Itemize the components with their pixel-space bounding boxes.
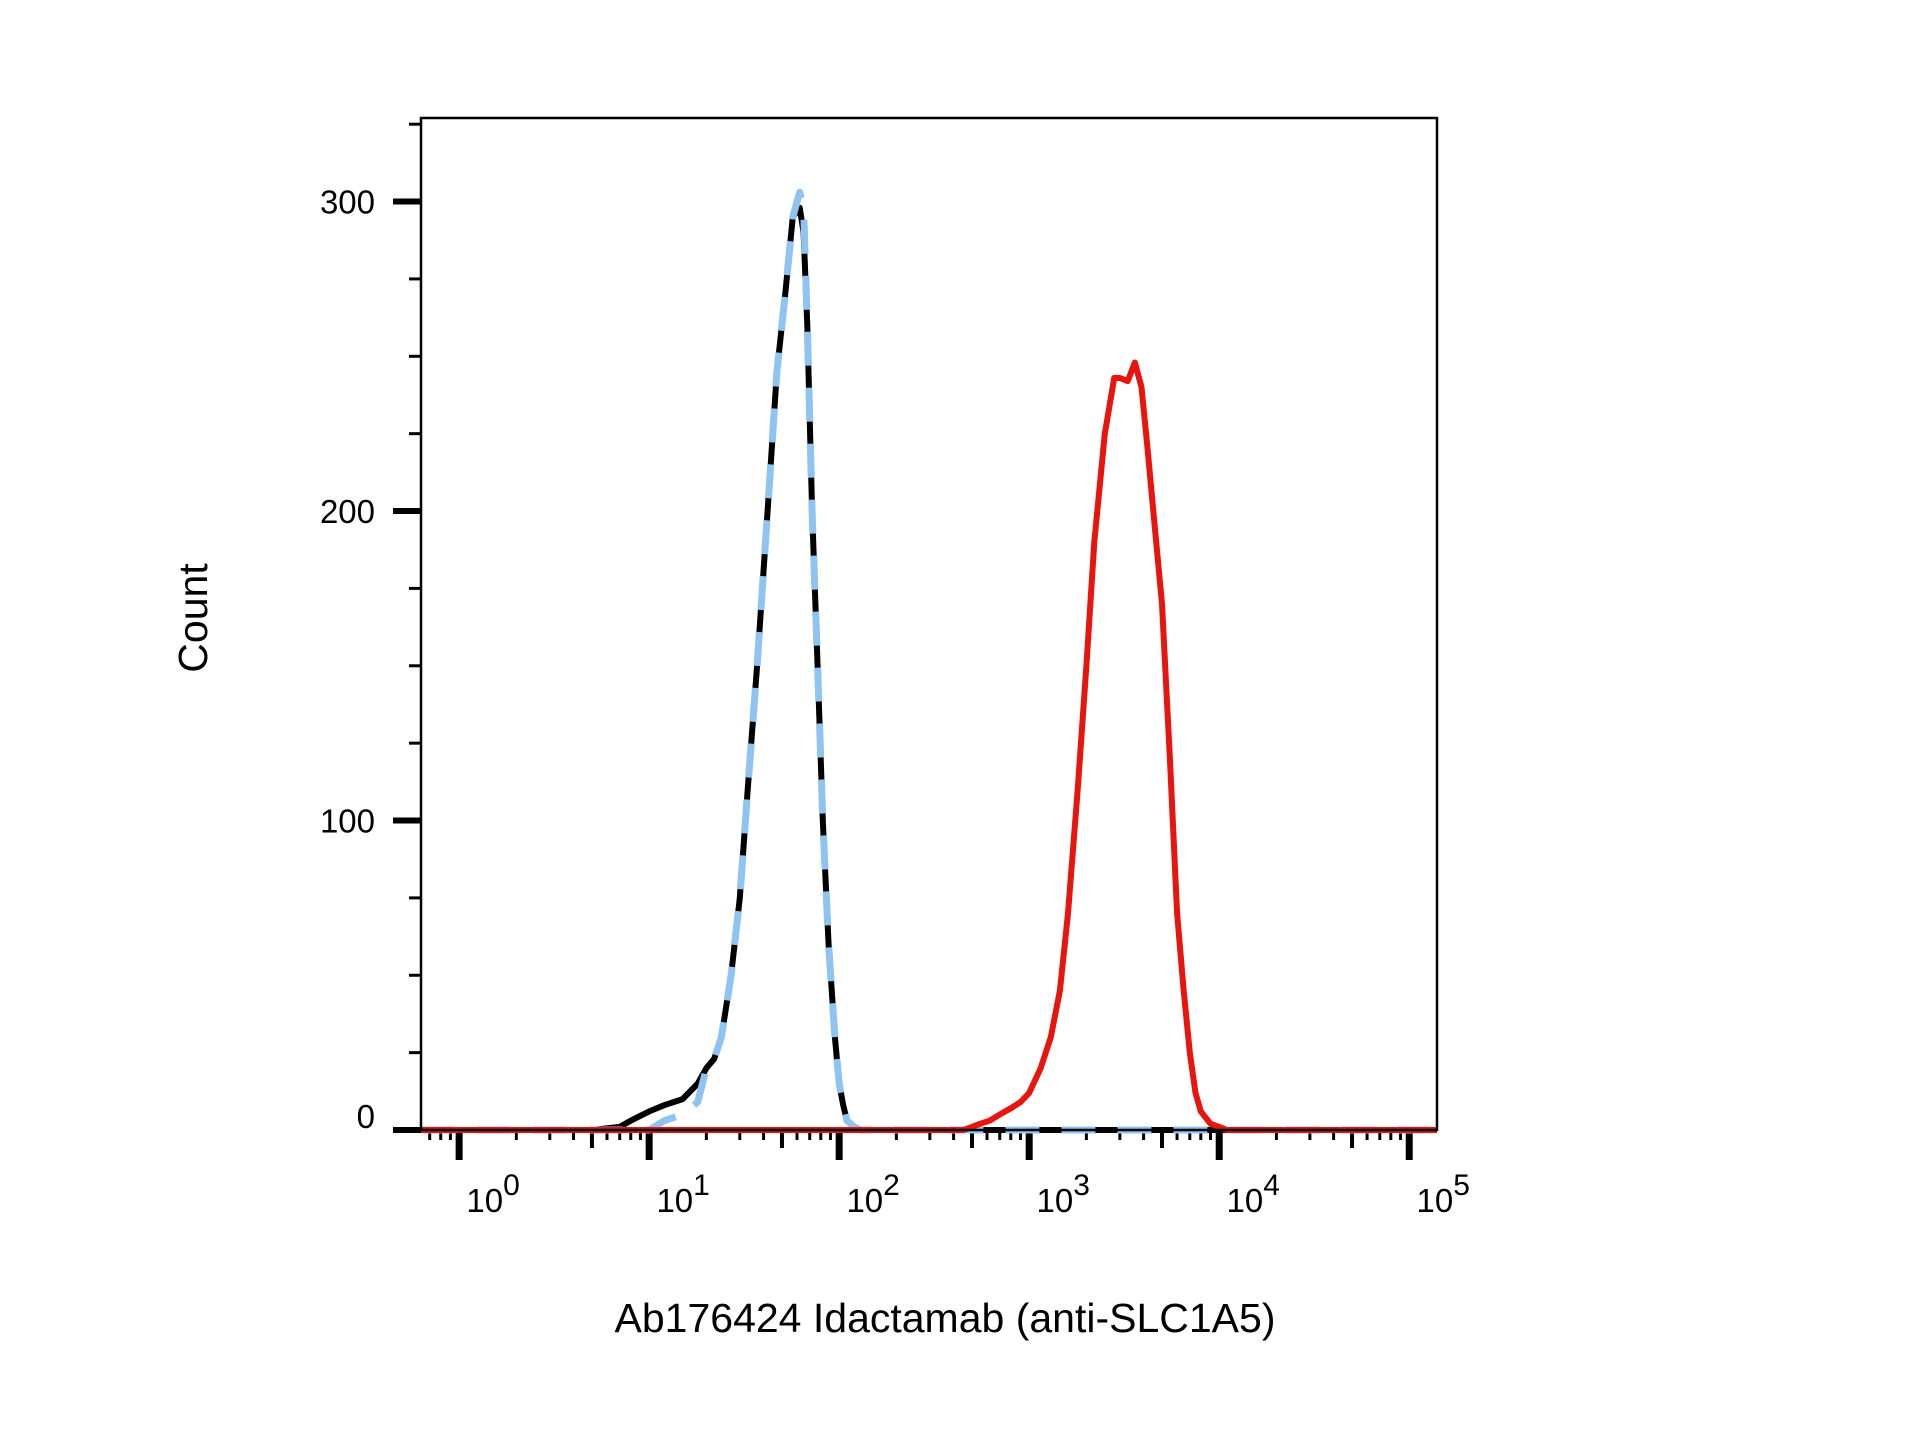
- x-tick-base: 10: [1417, 1182, 1454, 1219]
- x-tick-label: 103: [1036, 1169, 1089, 1219]
- y-tick-label: 200: [320, 493, 375, 530]
- x-tick-label: 105: [1417, 1169, 1470, 1219]
- x-tick-base: 10: [846, 1182, 883, 1219]
- x-tick-base: 10: [656, 1182, 693, 1219]
- histogram-series: [421, 188, 1437, 1134]
- x-tick-label: 101: [656, 1169, 709, 1219]
- series-line-2: [421, 188, 1437, 1134]
- x-tick-base: 10: [1227, 1182, 1264, 1219]
- y-axis-title: Count: [170, 563, 216, 673]
- x-tick-exponent: 5: [1453, 1169, 1470, 1202]
- axis-ticks: [393, 122, 1413, 1160]
- x-axis-title: Ab176424 Idactamab (anti-SLC1A5): [615, 1295, 1276, 1341]
- x-tick-base: 10: [466, 1182, 503, 1219]
- x-tick-label: 102: [846, 1169, 899, 1219]
- x-tick-exponent: 2: [883, 1169, 900, 1202]
- x-tick-exponent: 3: [1073, 1169, 1090, 1202]
- y-tick-label: 300: [320, 184, 375, 221]
- series-line-1: [421, 204, 1437, 1133]
- x-tick-exponent: 0: [503, 1169, 520, 1202]
- plot-frame: [419, 116, 1439, 1132]
- x-tick-label: 104: [1227, 1169, 1280, 1219]
- x-tick-label: 100: [466, 1169, 519, 1219]
- x-tick-base: 10: [1036, 1182, 1073, 1219]
- series-line-3: [421, 359, 1437, 1133]
- y-tick-label: 100: [320, 803, 375, 840]
- x-tick-exponent: 1: [693, 1169, 710, 1202]
- x-tick-exponent: 4: [1263, 1169, 1280, 1202]
- y-tick-label: 0: [357, 1098, 375, 1135]
